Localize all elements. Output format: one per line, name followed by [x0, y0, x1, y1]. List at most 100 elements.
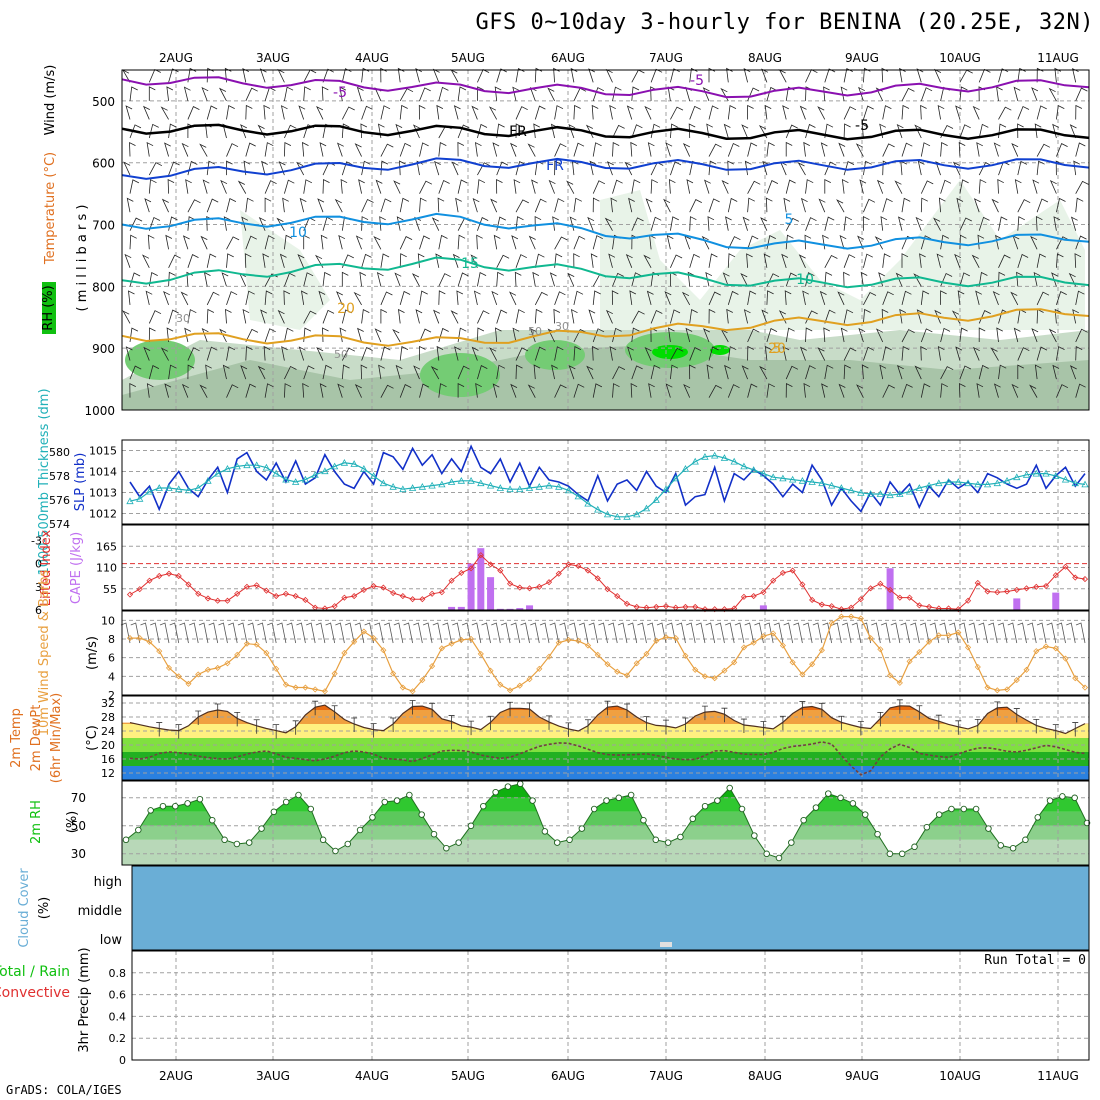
surface-wind-barb — [208, 622, 219, 644]
wind-barb — [245, 235, 257, 250]
wind-barb — [990, 347, 999, 361]
wind-barb — [206, 160, 216, 176]
rh-marker — [319, 836, 327, 844]
wind-speed-marker — [302, 684, 309, 691]
wind-barb — [129, 179, 140, 194]
lifted-index-marker — [770, 577, 777, 584]
wind-barb — [436, 345, 444, 361]
thickness-marker — [369, 472, 378, 479]
wind-barb — [338, 234, 346, 250]
wind-barb — [882, 384, 895, 398]
wind-barb — [491, 290, 499, 306]
y-tick-label: 0.6 — [109, 989, 127, 1002]
x-tick-label-top: 5AUG — [451, 51, 485, 65]
rh-marker — [295, 791, 302, 799]
wind-barb — [882, 105, 892, 120]
wind-barb — [415, 68, 423, 83]
wind-barb — [626, 105, 634, 120]
lifted-index-marker — [263, 587, 270, 594]
wind-barb — [824, 364, 834, 380]
wind-barb — [863, 291, 877, 306]
wind-barb — [450, 310, 459, 324]
wind-barb — [399, 142, 412, 157]
wind-barb — [917, 160, 925, 176]
wind-barb — [920, 87, 933, 102]
surface-wind-barb — [1046, 622, 1057, 644]
temp-minmax-bar — [740, 718, 747, 734]
thickness-marker — [330, 462, 339, 470]
wind-barb — [396, 216, 404, 231]
wind-barb — [940, 234, 949, 250]
wind-barb — [1036, 160, 1045, 176]
rh-fill-region — [240, 210, 330, 330]
rh-fill-region — [652, 345, 688, 359]
surface-wind-barb — [988, 622, 998, 644]
rh-marker — [406, 791, 413, 799]
wind-barb — [863, 160, 872, 176]
rh-marker — [172, 802, 179, 810]
wind-barb — [221, 272, 229, 287]
temp-minmax-bar — [838, 715, 845, 731]
x-tick-label-bottom: 11AUG — [1037, 1069, 1079, 1083]
wind-barb — [612, 86, 622, 101]
wind-barb — [670, 161, 682, 176]
rh-marker — [615, 794, 623, 802]
x-tick-label-top: 4AUG — [355, 51, 389, 65]
wind-barb — [934, 68, 942, 83]
wind-barb — [551, 364, 558, 380]
wind-barb — [612, 141, 620, 157]
temp-minmax-bar — [857, 721, 864, 736]
lifted-index-marker — [750, 593, 757, 600]
lifted-index-marker — [584, 567, 592, 574]
thickness-marker — [808, 478, 816, 485]
isotherm-label: 5 — [773, 341, 782, 357]
rh-marker — [812, 804, 820, 811]
lifted-index-marker — [575, 562, 582, 570]
wind-barb — [219, 328, 227, 343]
thickness-marker — [438, 480, 446, 488]
y-tick-label-left: 580 — [49, 446, 70, 459]
surface-wind-barb — [958, 622, 969, 644]
wind-barb — [940, 383, 948, 398]
wind-barb — [264, 180, 277, 194]
wind-barb — [824, 68, 836, 83]
surface-wind-barb — [442, 622, 452, 644]
wind-speed-marker — [896, 679, 903, 686]
thickness-marker — [145, 487, 154, 495]
isotherm-label: FR — [546, 158, 564, 174]
wind-barb — [646, 290, 654, 306]
isotherm-label: 20 — [768, 341, 786, 357]
rh-marker — [184, 800, 191, 807]
x-tick-label-bottom: 7AUG — [649, 1069, 683, 1083]
wind-barb — [187, 106, 200, 120]
thickness-marker — [447, 478, 456, 485]
wind-barb — [843, 254, 856, 268]
wind-barb — [187, 199, 201, 213]
rh-marker — [282, 798, 290, 806]
wind-barb — [797, 162, 806, 176]
wind-barb — [549, 272, 557, 287]
lifted-index-marker — [419, 596, 426, 603]
wind-barb — [650, 179, 658, 194]
rh-band — [122, 811, 1089, 826]
surface-wind-barb — [617, 622, 628, 644]
wind-barb — [297, 254, 305, 268]
y-axis-label: CAPE (J/kg) — [69, 532, 84, 604]
wind-barb — [148, 179, 157, 194]
rh-marker — [652, 836, 660, 844]
wind-barb — [399, 88, 414, 102]
y-tick-label: 600 — [92, 157, 115, 171]
wind-barb — [689, 216, 697, 231]
wind-barb — [457, 234, 466, 250]
wind-barb — [284, 234, 293, 250]
wind-barb — [341, 161, 353, 176]
wind-barb — [708, 308, 716, 324]
wind-barb — [398, 308, 405, 324]
surface-wind-barb — [812, 622, 823, 644]
thickness-marker — [555, 482, 563, 490]
wind-barb — [284, 383, 292, 398]
wind-barb — [940, 141, 948, 157]
wind-barb — [958, 141, 966, 157]
wind-speed-marker — [224, 660, 231, 667]
wind-barb — [975, 290, 982, 306]
